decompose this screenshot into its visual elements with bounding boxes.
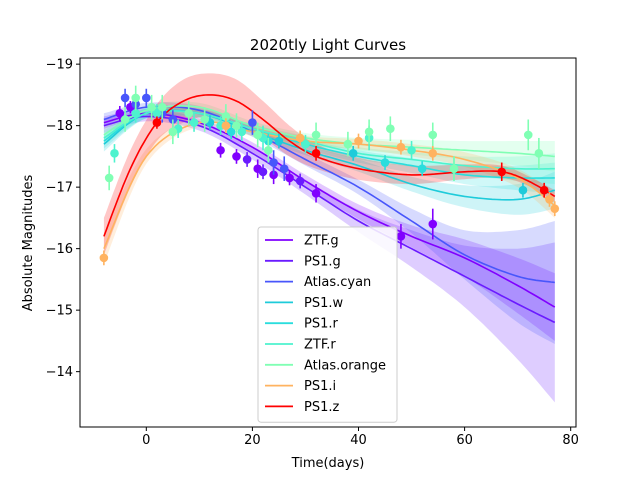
data-point-ztf-r bbox=[110, 149, 119, 158]
data-point-atlas-orange bbox=[200, 115, 209, 124]
data-point-ps1-z bbox=[497, 167, 507, 177]
legend-box bbox=[257, 226, 398, 423]
data-point-ps1-g bbox=[242, 155, 252, 164]
data-point-ps1-i bbox=[428, 149, 438, 158]
plot-frame bbox=[79, 57, 577, 428]
plot-area bbox=[99, 73, 560, 403]
fit-line-atlas-orange bbox=[103, 104, 555, 158]
data-point-ztf-g bbox=[311, 189, 321, 198]
chart-title: 2020tly Light Curves bbox=[250, 36, 406, 54]
y-tick-label: −19 bbox=[46, 58, 73, 73]
legend-label: PS1.g bbox=[304, 254, 341, 269]
band-ps1-g bbox=[103, 111, 555, 403]
data-point-atlas-orange bbox=[253, 130, 263, 140]
data-point-atlas-orange bbox=[364, 127, 374, 137]
band-ps1-w bbox=[103, 105, 555, 215]
legend-label: PS1.z bbox=[304, 400, 339, 415]
data-point-ps1-i bbox=[354, 136, 363, 146]
data-point-atlas-orange bbox=[168, 127, 178, 137]
x-tick-label: 80 bbox=[562, 433, 579, 448]
data-point-ps1-z bbox=[539, 185, 549, 195]
data-point-ps1-r bbox=[417, 164, 427, 173]
legend-label: Atlas.orange bbox=[304, 358, 386, 373]
data-point-ps1-z bbox=[311, 149, 321, 158]
data-point-ztf-r bbox=[189, 118, 199, 127]
y-tick-label: −14 bbox=[46, 365, 73, 380]
data-point-ps1-i bbox=[545, 195, 554, 204]
data-point-ps1-w bbox=[274, 136, 284, 146]
data-point-ps1-z bbox=[152, 118, 162, 127]
data-point-atlas-orange bbox=[104, 173, 114, 183]
band-ztf-r bbox=[103, 106, 555, 185]
data-point-ztf-g bbox=[232, 152, 241, 161]
x-tick-label: 0 bbox=[142, 433, 150, 448]
data-point-ztf-r bbox=[152, 109, 162, 118]
y-tick-label: −15 bbox=[46, 304, 73, 319]
data-point-ztf-g bbox=[115, 109, 125, 118]
x-tick-label: 40 bbox=[350, 433, 367, 448]
data-point-ps1-i bbox=[550, 204, 560, 213]
data-point-atlas-orange bbox=[264, 145, 273, 155]
legend-label: Atlas.cyan bbox=[304, 275, 371, 290]
legend-label: PS1.r bbox=[304, 317, 338, 332]
legend: ZTF.g PS1.g Atlas.cyan PS1.w PS1.r ZTF.r Atlas… bbox=[257, 226, 398, 423]
band-ps1-z bbox=[103, 73, 555, 255]
data-point-ztf-g bbox=[428, 219, 438, 229]
data-point-atlas-cyan bbox=[269, 158, 278, 167]
data-point-atlas-orange bbox=[534, 149, 544, 158]
data-point-atlas-cyan bbox=[279, 164, 289, 173]
data-point-ztf-r bbox=[237, 127, 247, 137]
data-point-atlas-cyan bbox=[142, 93, 151, 103]
data-point-atlas-orange bbox=[184, 109, 194, 118]
legend-label: ZTF.r bbox=[304, 338, 336, 353]
data-point-atlas-orange bbox=[232, 121, 241, 130]
data-point-atlas-orange bbox=[311, 130, 321, 140]
data-point-ps1-i bbox=[295, 133, 305, 143]
y-tick-label: −16 bbox=[46, 242, 73, 257]
data-point-atlas-orange bbox=[428, 130, 438, 140]
data-point-ztf-g bbox=[285, 173, 294, 183]
legend-label: PS1.i bbox=[304, 379, 336, 394]
data-point-ztf-r bbox=[407, 145, 416, 155]
x-axis-title: Time(days) bbox=[291, 456, 365, 471]
data-point-atlas-orange bbox=[449, 164, 459, 173]
data-point-atlas-orange bbox=[523, 130, 533, 140]
data-point-ps1-i bbox=[99, 253, 109, 263]
data-point-atlas-cyan bbox=[248, 118, 257, 127]
data-point-atlas-orange bbox=[343, 139, 353, 149]
data-point-ps1-r bbox=[226, 127, 236, 137]
data-point-atlas-orange bbox=[120, 115, 130, 124]
x-tick-label: 60 bbox=[456, 433, 473, 448]
data-point-ps1-r bbox=[380, 158, 390, 167]
data-point-ps1-g bbox=[258, 167, 268, 177]
data-point-ps1-g bbox=[295, 176, 305, 186]
data-point-ztf-r bbox=[301, 139, 310, 149]
data-point-ps1-w bbox=[348, 149, 358, 158]
data-point-atlas-orange bbox=[131, 93, 141, 103]
data-point-ztf-g bbox=[216, 145, 225, 155]
data-point-ps1-w bbox=[518, 185, 528, 195]
legend-label: PS1.w bbox=[304, 296, 343, 311]
data-point-ztf-r bbox=[131, 109, 141, 118]
y-tick-label: −17 bbox=[46, 181, 73, 196]
data-point-atlas-cyan bbox=[120, 93, 130, 103]
data-point-ps1-i bbox=[396, 142, 406, 152]
data-point-atlas-orange bbox=[147, 102, 156, 112]
data-point-atlas-orange bbox=[157, 102, 167, 112]
data-point-ps1-i bbox=[221, 121, 231, 130]
data-point-atlas-orange bbox=[386, 124, 395, 134]
y-tick-label: −18 bbox=[46, 119, 73, 134]
y-axis-title: Absolute Magnitudes bbox=[21, 174, 36, 311]
data-point-ztf-g bbox=[396, 232, 406, 241]
x-tick-label: 20 bbox=[244, 433, 261, 448]
data-point-atlas-orange bbox=[221, 112, 231, 121]
legend-label: ZTF.g bbox=[304, 234, 339, 249]
